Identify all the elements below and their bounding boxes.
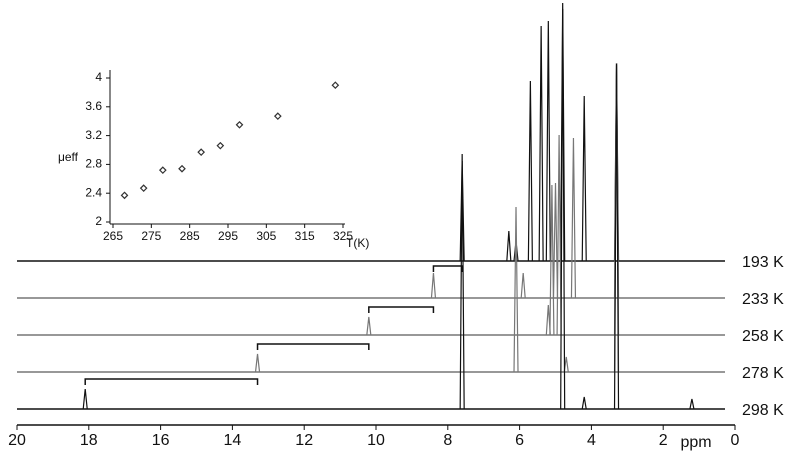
inset-x-tick-label: 265 [103,229,123,243]
point [216,141,225,150]
x-tick-label: 18 [80,432,98,449]
x-tick-label: 2 [659,432,668,449]
peak [430,272,437,299]
peak [560,8,566,410]
legend-label: 258 K [742,328,784,345]
peak [581,95,587,262]
peak [82,388,88,410]
point [139,184,148,193]
x-tick-label: 20 [8,432,26,449]
x-tick-label: 0 [731,432,740,449]
point [197,148,206,157]
shift-bracket [432,265,463,272]
inset-y-tick-label: 2.8 [85,157,102,171]
inset-x-tick-label: 295 [218,229,238,243]
inset-x-tick-label: 305 [256,229,276,243]
peak [366,316,372,336]
inset-y-tick-label: 2 [95,214,102,228]
x-tick-label: 16 [152,432,170,449]
peak [459,153,465,410]
legend-label: 193 K [742,254,784,271]
peak [520,272,526,299]
peak [689,398,695,410]
peak [254,353,261,373]
inset-y-tick-label: 2.4 [85,185,102,199]
peak [513,206,519,373]
shift-bracket [84,378,259,385]
point [235,120,244,129]
x-tick-label: 8 [443,432,452,449]
point [120,191,129,200]
peak [613,63,620,410]
peak [552,182,559,299]
peak [570,137,577,299]
point [273,112,282,121]
peak [549,184,555,336]
inset-y-tick-label: 4 [95,70,102,84]
shift-bracket [256,343,370,350]
peak [556,134,562,336]
peak [581,396,587,410]
inset-y-tick-label: 3.6 [85,99,102,113]
inset-y-label: μeff [58,150,79,164]
inset-x-tick-label: 325 [333,229,353,243]
x-tick-label: 4 [587,432,596,449]
x-tick-label: 12 [295,432,313,449]
inset-x-label: T(K) [346,236,369,250]
point [178,164,186,173]
x-tick-label: 6 [515,432,524,449]
legend-label: 233 K [742,291,784,308]
point [158,166,167,175]
peak [527,80,533,262]
x-tick-label: 10 [367,432,385,449]
inset-x-tick-label: 275 [141,229,161,243]
inset-x-tick-label: 285 [180,229,200,243]
inset-y-tick-label: 3.2 [85,128,102,142]
peak [545,20,551,262]
legend-label: 298 K [742,402,784,419]
peak [506,230,512,262]
x-tick-label: 14 [224,432,242,449]
shift-bracket [368,306,435,313]
x-axis-label: ppm [680,434,711,451]
point [331,81,340,90]
inset-x-tick-label: 315 [295,229,315,243]
peak [538,25,544,262]
legend-label: 278 K [742,365,784,382]
